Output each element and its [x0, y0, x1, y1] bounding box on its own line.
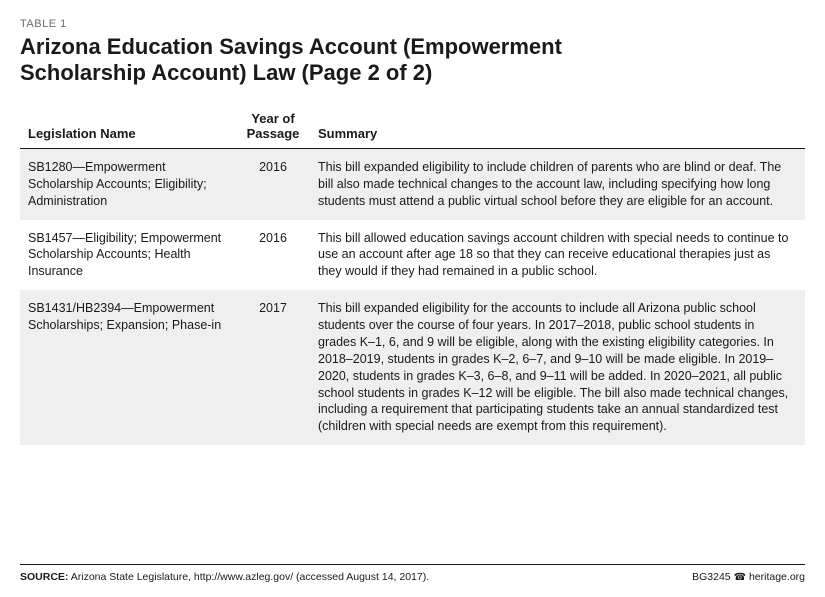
- doc-id: BG3245: [692, 571, 731, 583]
- cell-year: 2016: [238, 220, 310, 291]
- table-row: SB1457—Eligibility; Empowerment Scholars…: [20, 220, 805, 291]
- col-header-name: Legislation Name: [20, 105, 238, 149]
- cell-year: 2016: [238, 148, 310, 219]
- cell-summary: This bill expanded eligibility for the a…: [310, 290, 805, 445]
- cell-name: SB1457—Eligibility; Empowerment Scholars…: [20, 220, 238, 291]
- col-header-year: Year of Passage: [238, 105, 310, 149]
- page-title: Arizona Education Savings Account (Empow…: [20, 34, 620, 87]
- cell-summary: This bill expanded eligibility to includ…: [310, 148, 805, 219]
- col-header-summary: Summary: [310, 105, 805, 149]
- cell-name: SB1431/HB2394—Empowerment Scholarships; …: [20, 290, 238, 445]
- bell-icon: ☎: [734, 572, 746, 583]
- footer-right: BG3245 ☎ heritage.org: [692, 571, 805, 583]
- cell-name: SB1280—Empowerment Scholarship Accounts;…: [20, 148, 238, 219]
- table-label: TABLE 1: [20, 18, 805, 30]
- site-name: heritage.org: [749, 571, 805, 583]
- table-row: SB1280—Empowerment Scholarship Accounts;…: [20, 148, 805, 219]
- cell-year: 2017: [238, 290, 310, 445]
- table-header-row: Legislation Name Year of Passage Summary: [20, 105, 805, 149]
- source-label: SOURCE:: [20, 571, 68, 583]
- source-line: SOURCE: Arizona State Legislature, http:…: [20, 571, 429, 583]
- table-row: SB1431/HB2394—Empowerment Scholarships; …: [20, 290, 805, 445]
- cell-summary: This bill allowed education savings acco…: [310, 220, 805, 291]
- source-text: Arizona State Legislature, http://www.az…: [68, 571, 429, 583]
- legislation-table: Legislation Name Year of Passage Summary…: [20, 105, 805, 445]
- footer: SOURCE: Arizona State Legislature, http:…: [20, 564, 805, 583]
